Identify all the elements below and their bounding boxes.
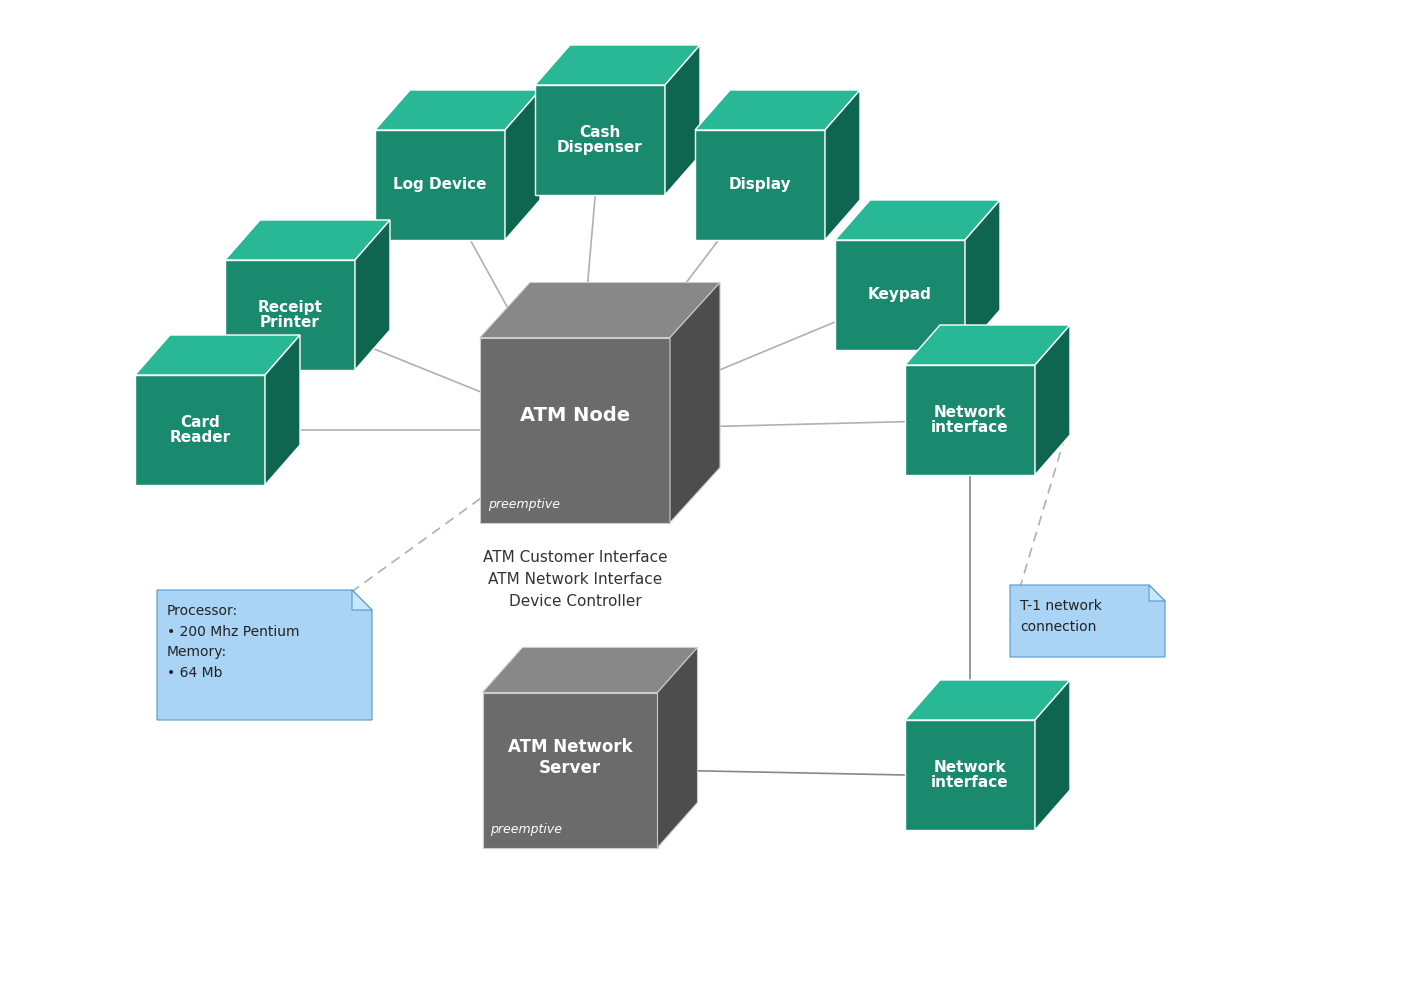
Polygon shape <box>482 647 697 693</box>
Polygon shape <box>836 240 964 350</box>
Polygon shape <box>225 220 390 260</box>
Polygon shape <box>905 720 1035 830</box>
Text: T-1 network
connection: T-1 network connection <box>1019 599 1102 633</box>
Polygon shape <box>352 590 372 610</box>
Text: ATM Node: ATM Node <box>520 406 631 424</box>
Text: Device Controller: Device Controller <box>509 594 642 609</box>
Polygon shape <box>658 647 697 848</box>
Text: ATM Customer Interface: ATM Customer Interface <box>482 550 667 565</box>
Polygon shape <box>905 680 1070 720</box>
Text: Keypad: Keypad <box>868 287 932 302</box>
Text: preemptive: preemptive <box>488 498 560 511</box>
Polygon shape <box>964 200 1000 350</box>
Polygon shape <box>665 45 700 195</box>
Polygon shape <box>157 590 372 720</box>
Text: Display: Display <box>728 178 792 193</box>
Text: Cash: Cash <box>580 125 621 140</box>
Polygon shape <box>264 335 300 485</box>
Polygon shape <box>355 220 390 370</box>
Text: Network: Network <box>933 405 1007 419</box>
Polygon shape <box>375 130 505 240</box>
Polygon shape <box>225 260 355 370</box>
Text: interface: interface <box>932 420 1008 435</box>
Polygon shape <box>1035 325 1070 475</box>
Text: interface: interface <box>932 775 1008 790</box>
Text: Reader: Reader <box>170 430 230 445</box>
Polygon shape <box>836 200 1000 240</box>
Polygon shape <box>1010 585 1165 657</box>
Polygon shape <box>696 130 824 240</box>
Polygon shape <box>824 90 860 240</box>
Polygon shape <box>479 338 670 523</box>
Polygon shape <box>534 85 665 195</box>
Text: preemptive: preemptive <box>491 823 563 836</box>
Polygon shape <box>479 282 720 338</box>
Polygon shape <box>905 365 1035 475</box>
Text: Card: Card <box>180 414 219 429</box>
Polygon shape <box>482 693 658 848</box>
Polygon shape <box>375 90 540 130</box>
Polygon shape <box>905 325 1070 365</box>
Text: Dispenser: Dispenser <box>557 140 643 155</box>
Polygon shape <box>505 90 540 240</box>
Polygon shape <box>670 282 720 523</box>
Polygon shape <box>134 335 300 375</box>
Polygon shape <box>134 375 264 485</box>
Text: Log Device: Log Device <box>393 178 486 193</box>
Text: Printer: Printer <box>260 315 320 330</box>
Text: ATM Network
Server: ATM Network Server <box>508 739 632 777</box>
Text: Network: Network <box>933 759 1007 774</box>
Text: Processor:
• 200 Mhz Pentium
Memory:
• 64 Mb: Processor: • 200 Mhz Pentium Memory: • 6… <box>167 604 300 680</box>
Polygon shape <box>696 90 860 130</box>
Text: Receipt: Receipt <box>257 300 322 315</box>
Polygon shape <box>534 45 700 85</box>
Polygon shape <box>1150 585 1165 601</box>
Text: ATM Network Interface: ATM Network Interface <box>488 572 662 587</box>
Polygon shape <box>1035 680 1070 830</box>
